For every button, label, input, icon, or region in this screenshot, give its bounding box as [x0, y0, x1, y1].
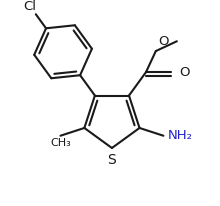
- Text: Cl: Cl: [24, 0, 37, 13]
- Text: O: O: [179, 66, 189, 78]
- Text: S: S: [108, 153, 116, 167]
- Text: CH₃: CH₃: [50, 138, 71, 148]
- Text: NH₂: NH₂: [167, 129, 192, 142]
- Text: O: O: [159, 35, 169, 48]
